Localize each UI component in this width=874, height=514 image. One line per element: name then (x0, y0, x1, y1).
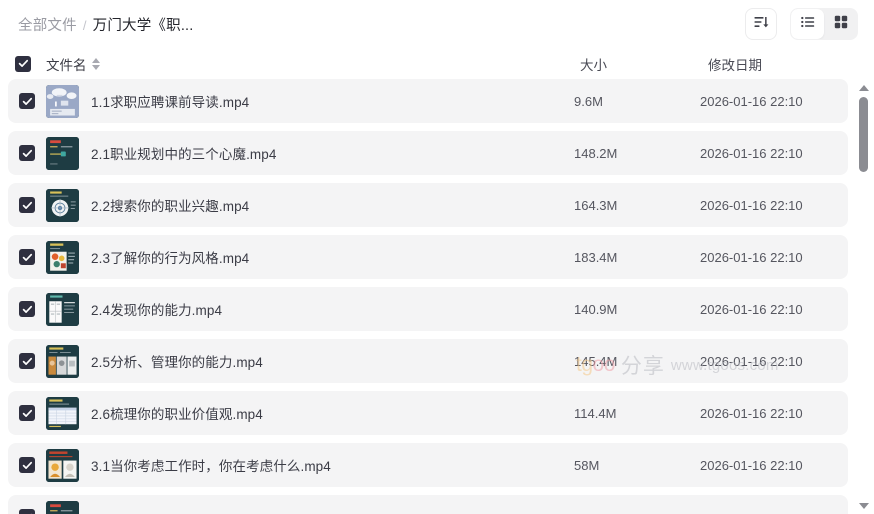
file-modified-date-label: 2026-01-16 22:10 (700, 301, 803, 317)
caret-up-icon (858, 84, 869, 91)
file-row[interactable]: 2.1职业规划中的三个心魔.mp4 148.2M 2026-01-16 22:10 (8, 131, 848, 175)
column-header-size[interactable]: 大小 (580, 57, 607, 73)
file-row[interactable]: 2.4发现你的能力.mp4 140.9M 2026-01-16 22:10 (8, 287, 848, 331)
file-name-label: 2.4发现你的能力.mp4 (91, 303, 223, 318)
file-row-select-cell (8, 301, 46, 317)
file-name-label: 2.5分析、管理你的能力.mp4 (91, 355, 263, 370)
file-row-checkbox[interactable] (19, 457, 35, 473)
list-view-icon (800, 14, 816, 35)
file-size-label: 183.4M (574, 249, 618, 265)
file-name-label: 2.6梳理你的职业价值观.mp4 (91, 407, 263, 422)
file-row-select-cell (8, 249, 46, 265)
file-list: 1.1求职应聘课前导读.mp4 9.6M 2026-01-16 22:10 2.1职业… (0, 79, 874, 514)
file-row-select-cell (8, 509, 46, 514)
sort-caret-icon[interactable] (91, 57, 100, 70)
file-thumbnail-slide-table-icon (46, 396, 79, 430)
file-row-select-cell (8, 405, 46, 421)
file-modified-date-label: 2026-01-16 22:10 (700, 249, 803, 265)
file-row-checkbox[interactable] (19, 93, 35, 109)
file-row-select-cell (8, 145, 46, 161)
file-thumbnail-slide-photos-icon (46, 344, 79, 378)
file-thumbnail-slide-dark-line-icon (46, 500, 79, 514)
file-row-checkbox[interactable] (19, 197, 35, 213)
column-header-name[interactable]: 文件名 (46, 54, 580, 74)
file-modified-date-label: 2026-01-16 22:10 (700, 197, 803, 213)
file-size-label: 58M (574, 457, 600, 473)
file-row[interactable]: 2.2搜索你的职业兴趣.mp4 164.3M 2026-01-16 22:10 (8, 183, 848, 227)
breadcrumb-item-current[interactable]: 万门大学《职... (92, 17, 194, 34)
file-row[interactable]: 2.6梳理你的职业价值观.mp4 114.4M 2026-01-16 22:10 (8, 391, 848, 435)
file-row-select-cell (8, 93, 46, 109)
caret-down-icon (858, 502, 869, 509)
file-row-checkbox[interactable] (19, 249, 35, 265)
file-thumbnail-slide-doc-icon (46, 292, 79, 326)
file-size-label: 140.9M (574, 301, 618, 317)
select-all-checkbox[interactable] (15, 55, 31, 72)
file-name-label: 3.1当你考虑工作时，你在考虑什么.mp4 (91, 459, 331, 474)
view-mode-toggle (790, 8, 858, 40)
file-row[interactable]: 3.1当你考虑工作时，你在考虑什么.mp4 58M 2026-01-16 22:10 (8, 443, 848, 487)
file-size-label: 9.6M (574, 93, 603, 109)
breadcrumb: 全部文件 / 万门大学《职... (18, 14, 194, 35)
file-row-checkbox[interactable] (19, 301, 35, 317)
breadcrumb-separator: / (82, 17, 87, 33)
file-modified-date-label: 2026-01-16 22:10 (700, 93, 803, 109)
file-row[interactable]: 2.5分析、管理你的能力.mp4 145.4M 2026-01-16 22:10 (8, 339, 848, 383)
file-row-select-cell (8, 353, 46, 369)
scroll-down-button[interactable] (858, 500, 869, 511)
file-modified-date-label: 2026-01-16 22:10 (700, 145, 803, 161)
file-row-checkbox[interactable] (19, 405, 35, 421)
file-thumbnail-slide-collage-icon (46, 240, 79, 274)
file-thumbnail-slide-people-icon (46, 448, 79, 482)
file-row[interactable]: 1.1求职应聘课前导读.mp4 9.6M 2026-01-16 22:10 (8, 79, 848, 123)
breadcrumb-item-root[interactable]: 全部文件 (18, 17, 77, 34)
grid-view-button[interactable] (824, 9, 857, 39)
file-size-label: 145.4M (574, 353, 618, 369)
scrollbar-thumb[interactable] (859, 97, 868, 172)
file-row-checkbox[interactable] (19, 509, 35, 514)
column-header-row: 文件名 大小 修改日期 (0, 48, 874, 79)
toolbar-actions (745, 8, 858, 40)
file-name-label: 2.1职业规划中的三个心魔.mp4 (91, 147, 277, 162)
file-thumbnail-intro-cloud-icon (46, 84, 79, 118)
file-size-label: 114.4M (574, 405, 617, 421)
column-header-name-label: 文件名 (46, 57, 87, 73)
file-row-checkbox[interactable] (19, 145, 35, 161)
file-name-label: 1.1求职应聘课前导读.mp4 (91, 95, 250, 110)
file-row[interactable] (8, 495, 848, 514)
sort-descending-icon (753, 14, 769, 35)
file-row-checkbox[interactable] (19, 353, 35, 369)
file-row-select-cell (8, 197, 46, 213)
file-modified-date-label: 2026-01-16 22:10 (700, 457, 803, 473)
file-size-label: 148.2M (574, 145, 618, 161)
file-name-label: 2.3了解你的行为风格.mp4 (91, 251, 250, 266)
list-view-button[interactable] (791, 9, 824, 39)
file-row-select-cell (8, 457, 46, 473)
sort-button[interactable] (745, 8, 777, 40)
toolbar: 全部文件 / 万门大学《职... (0, 0, 874, 48)
file-modified-date-label: 2026-01-16 22:10 (700, 353, 803, 369)
grid-view-icon (833, 14, 849, 35)
file-name-label: 2.2搜索你的职业兴趣.mp4 (91, 199, 250, 214)
file-modified-date-label: 2026-01-16 22:10 (700, 405, 803, 421)
file-size-label: 164.3M (574, 197, 618, 213)
select-all-cell (0, 55, 46, 72)
file-thumbnail-slide-compass-icon (46, 188, 79, 222)
file-thumbnail-slide-dark-line-icon (46, 136, 79, 170)
column-header-date[interactable]: 修改日期 (708, 57, 762, 73)
vertical-scrollbar[interactable] (857, 79, 870, 514)
scroll-up-button[interactable] (858, 82, 869, 93)
file-row[interactable]: 2.3了解你的行为风格.mp4 183.4M 2026-01-16 22:10 (8, 235, 848, 279)
